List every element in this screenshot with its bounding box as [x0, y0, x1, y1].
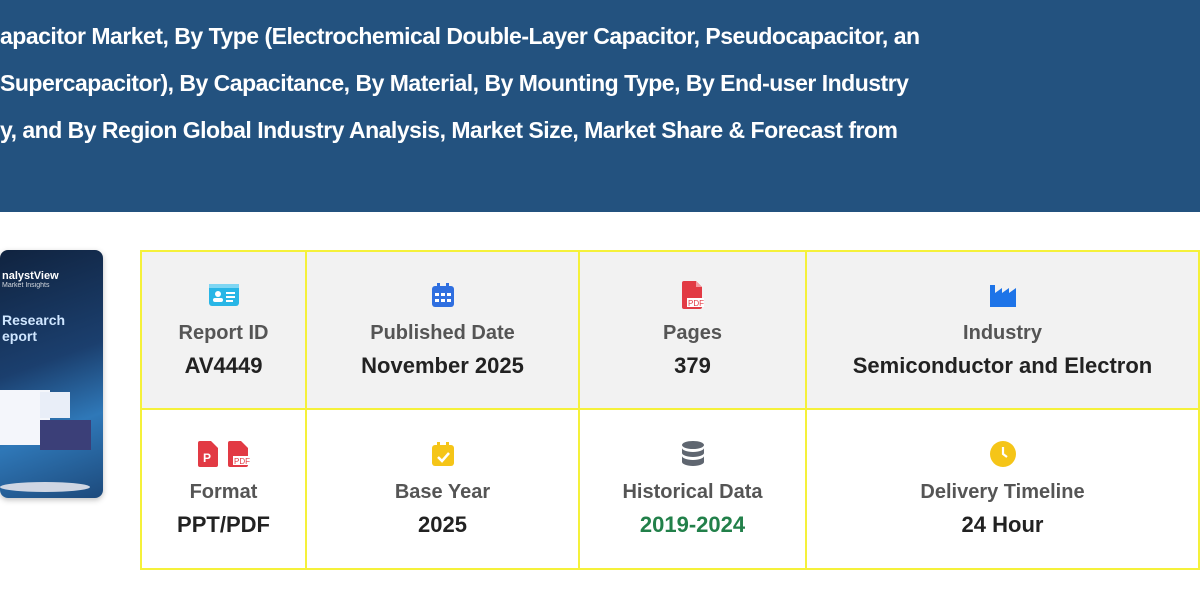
detail-value: 2025 [418, 511, 467, 537]
industry-icon [989, 282, 1016, 308]
ppt-pdf-icons: P PDF [197, 440, 250, 467]
cover-monitor-stand [0, 482, 90, 492]
title-line-3: y, and By Region Global Industry Analysi… [0, 117, 898, 143]
detail-historical-data: Historical Data 2019-2024 [580, 410, 807, 568]
detail-value: AV4449 [184, 352, 263, 378]
detail-label: Report ID [178, 321, 269, 344]
detail-value: PPT/PDF [177, 511, 270, 537]
cover-chart [40, 420, 91, 450]
detail-label: Published Date [370, 321, 515, 344]
detail-base-year: Base Year 2025 [307, 410, 580, 568]
detail-pages: PDF Pages 379 [580, 252, 807, 410]
detail-label: Industry [963, 321, 1042, 344]
ppt-file-icon: P [197, 440, 218, 467]
cover-brand: nalystView Market Insights [2, 270, 59, 289]
detail-value: 379 [674, 352, 711, 378]
detail-published-date: Published Date November 2025 [307, 252, 580, 410]
id-card-icon [208, 282, 239, 308]
title-line-2: Supercapacitor), By Capacitance, By Mate… [0, 70, 909, 96]
title-line-1: apacitor Market, By Type (Electrochemica… [0, 23, 920, 49]
detail-format: P PDF Format PPT/PDF [142, 410, 307, 568]
report-title-banner: apacitor Market, By Type (Electrochemica… [0, 0, 1200, 212]
detail-delivery-timeline: Delivery Timeline 24 Hour [807, 410, 1198, 568]
detail-value: 2019-2024 [639, 511, 746, 537]
pdf-file-icon: PDF [227, 440, 250, 467]
detail-value: November 2025 [361, 352, 524, 378]
detail-value: 24 Hour [961, 511, 1044, 537]
detail-label: Format [189, 480, 258, 503]
svg-text:PDF: PDF [234, 457, 250, 466]
detail-value: Semiconductor and Electron [852, 352, 1153, 378]
clock-icon [989, 440, 1016, 467]
calendar-icon [431, 282, 454, 308]
cover-title: Research eport [2, 312, 66, 344]
svg-text:P: P [203, 451, 211, 465]
svg-text:PDF: PDF [688, 299, 704, 308]
detail-label: Historical Data [622, 480, 763, 503]
cover-chart [40, 392, 70, 418]
detail-label: Delivery Timeline [920, 480, 1085, 503]
database-icon [681, 440, 704, 467]
detail-label: Pages [663, 321, 722, 344]
detail-report-id: Report ID AV4449 [142, 252, 307, 410]
detail-label: Base Year [394, 480, 491, 503]
pdf-file-icon: PDF [681, 280, 704, 309]
report-cover-image: nalystView Market Insights Research eport [0, 250, 103, 498]
calendar-check-icon [431, 441, 454, 467]
report-details-table: Report ID AV4449 Published Date November… [140, 250, 1200, 570]
detail-industry: Industry Semiconductor and Electron [807, 252, 1198, 410]
